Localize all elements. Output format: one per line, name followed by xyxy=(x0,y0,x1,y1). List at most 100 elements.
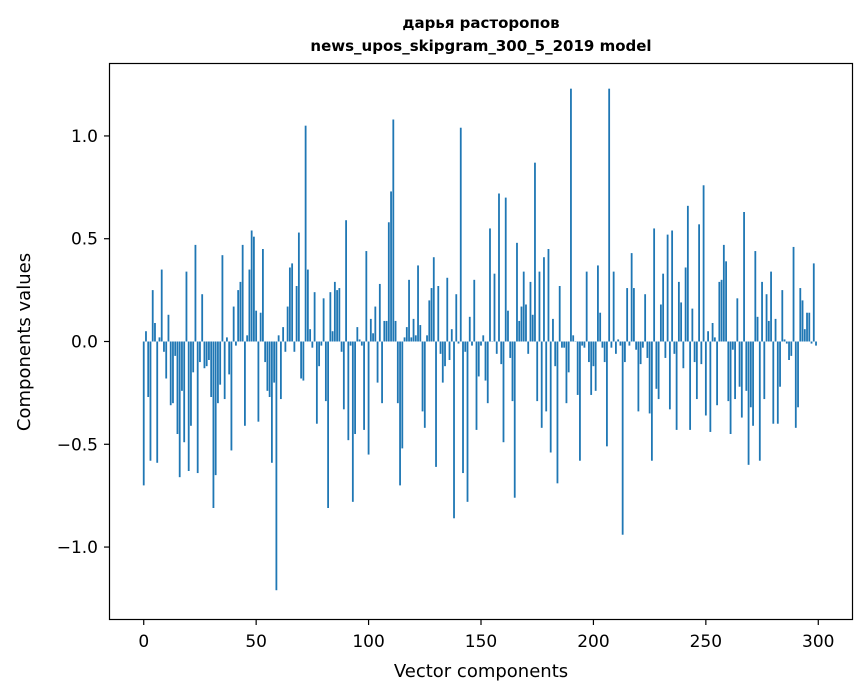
bar-component-146 xyxy=(471,341,473,346)
bar-component-202 xyxy=(597,265,599,342)
bar-component-18 xyxy=(183,341,186,443)
bar-component-185 xyxy=(558,286,561,342)
bar-component-184 xyxy=(556,341,559,484)
x-tick-label: 300 xyxy=(802,632,834,652)
bar-component-82 xyxy=(327,341,329,508)
bar-component-142 xyxy=(462,341,464,474)
bar-component-56 xyxy=(268,341,271,397)
bar-component-64 xyxy=(286,306,289,342)
bar-component-174 xyxy=(534,162,536,342)
bar-component-59 xyxy=(275,341,278,591)
bar-component-148 xyxy=(475,341,478,430)
bar-component-71 xyxy=(302,341,305,381)
bar-component-283 xyxy=(779,341,781,387)
bar-component-286 xyxy=(785,341,788,344)
bar-component-118 xyxy=(408,279,410,342)
bar-component-5 xyxy=(154,323,156,342)
bar-component-180 xyxy=(547,249,550,342)
bar-component-4 xyxy=(151,290,154,342)
bar-component-111 xyxy=(392,119,395,342)
bar-component-201 xyxy=(594,341,597,391)
bar-component-151 xyxy=(482,335,485,342)
bar-component-188 xyxy=(565,341,568,404)
bar-component-107 xyxy=(383,320,386,342)
bar-component-47 xyxy=(248,269,251,342)
plot-area-frame xyxy=(108,62,854,621)
bar-component-12 xyxy=(169,341,172,406)
bar-component-168 xyxy=(520,306,523,342)
bar-component-3 xyxy=(149,341,152,461)
bar-component-198 xyxy=(588,341,590,363)
bar-component-133 xyxy=(441,341,444,383)
bar-component-41 xyxy=(235,341,237,346)
bar-component-203 xyxy=(599,312,602,342)
bar-component-84 xyxy=(331,331,334,342)
bar-component-245 xyxy=(693,341,696,363)
bar-component-35 xyxy=(221,255,224,342)
bar-component-176 xyxy=(538,271,541,342)
bar-component-156 xyxy=(493,273,496,342)
bar-component-209 xyxy=(612,271,615,342)
bar-component-127 xyxy=(428,300,431,342)
bar-component-278 xyxy=(767,320,770,342)
bar-component-274 xyxy=(758,341,761,461)
bar-component-149 xyxy=(477,341,480,377)
bar-component-94 xyxy=(354,341,356,434)
bar-component-264 xyxy=(736,298,739,342)
bar-component-115 xyxy=(401,341,404,449)
bar-component-177 xyxy=(540,341,543,428)
bar-component-100 xyxy=(367,341,370,455)
bar-component-122 xyxy=(417,265,419,342)
bar-component-116 xyxy=(403,337,406,342)
bar-component-6 xyxy=(156,341,159,463)
bar-component-93 xyxy=(351,341,354,502)
bar-component-91 xyxy=(347,341,350,441)
bar-component-263 xyxy=(734,341,736,400)
bar-component-231 xyxy=(662,273,665,342)
bar-component-60 xyxy=(277,335,280,342)
bar-component-8 xyxy=(160,269,163,342)
bar-component-26 xyxy=(201,294,204,342)
bar-component-87 xyxy=(338,288,341,342)
bar-component-161 xyxy=(504,197,507,342)
x-tick-label: 200 xyxy=(577,632,609,652)
bar-component-152 xyxy=(484,341,487,381)
bar-component-225 xyxy=(648,341,651,414)
bar-component-78 xyxy=(318,341,321,367)
bar-component-92 xyxy=(349,341,352,346)
bar-component-57 xyxy=(270,341,273,463)
bar-component-163 xyxy=(509,341,512,358)
bar-component-25 xyxy=(199,341,201,363)
bar-component-128 xyxy=(430,288,433,342)
bar-component-293 xyxy=(801,300,804,342)
bar-component-253 xyxy=(711,323,714,342)
bar-component-43 xyxy=(239,281,242,342)
bar-component-280 xyxy=(772,341,775,424)
chart-title-line-1: дарья растoропов xyxy=(402,14,559,32)
bar-component-76 xyxy=(313,292,316,342)
bar-component-166 xyxy=(516,242,518,342)
bar-component-37 xyxy=(226,337,228,342)
bar-component-88 xyxy=(340,341,343,352)
bar-component-85 xyxy=(333,281,336,342)
bar-component-0 xyxy=(142,341,145,486)
bar-component-157 xyxy=(495,341,498,354)
bar-component-28 xyxy=(205,341,208,367)
bar-component-214 xyxy=(624,341,626,363)
bar-component-205 xyxy=(603,341,606,363)
bar-component-114 xyxy=(399,341,401,486)
bar-component-269 xyxy=(747,341,750,465)
bar-component-239 xyxy=(680,302,683,342)
bar-component-172 xyxy=(529,281,532,342)
bar-component-1 xyxy=(145,331,147,342)
bar-component-10 xyxy=(165,341,168,379)
bar-component-240 xyxy=(682,341,685,369)
bar-component-49 xyxy=(253,236,255,342)
x-tick-label: 100 xyxy=(352,632,384,652)
bar-component-48 xyxy=(250,230,253,342)
bar-component-45 xyxy=(244,341,246,426)
bar-component-61 xyxy=(279,341,282,400)
bar-component-83 xyxy=(329,292,332,342)
bar-component-108 xyxy=(385,320,388,342)
